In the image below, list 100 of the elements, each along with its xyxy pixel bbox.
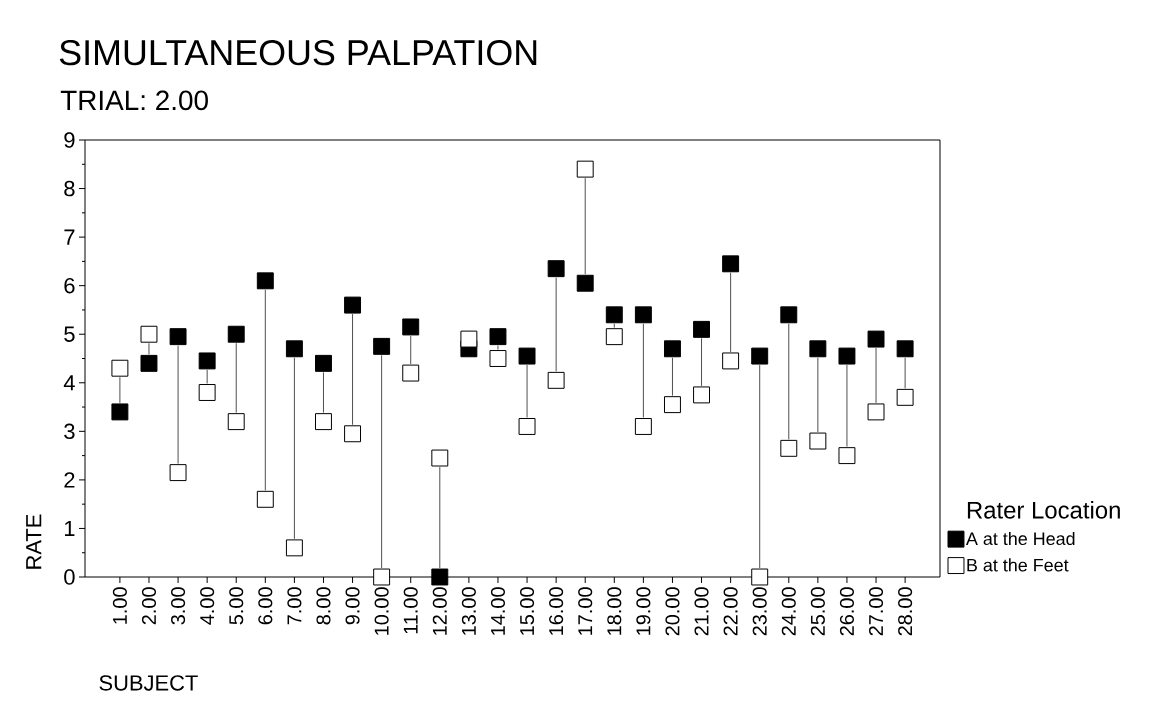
point xyxy=(751,568,769,586)
y-tick-label: 0 xyxy=(64,569,75,585)
point xyxy=(809,340,827,358)
point xyxy=(169,464,187,482)
x-tick-label: 11.00 xyxy=(403,587,418,634)
x-tick-label: 21.00 xyxy=(694,587,709,636)
point xyxy=(518,418,536,435)
chart-subtitle: TRIAL: 2.00 xyxy=(60,90,208,111)
y-tick-label: 6 xyxy=(64,277,75,294)
point xyxy=(634,306,652,324)
point xyxy=(256,490,274,508)
point xyxy=(198,352,216,370)
point xyxy=(867,403,885,421)
y-tick-label: 2 xyxy=(64,472,75,488)
point xyxy=(344,425,362,443)
point xyxy=(227,325,245,343)
point xyxy=(751,347,769,365)
y-tick-label: 8 xyxy=(64,180,75,197)
x-tick-label: 27.00 xyxy=(868,587,884,636)
point xyxy=(547,260,565,278)
point xyxy=(169,328,187,346)
x-tick-label: 15.00 xyxy=(520,587,535,635)
point xyxy=(896,340,914,358)
point xyxy=(605,328,623,346)
x-tick-label: 5.00 xyxy=(229,587,244,625)
point xyxy=(867,330,885,348)
point xyxy=(838,447,856,465)
point xyxy=(344,296,362,314)
x-tick-label: 13.00 xyxy=(461,587,476,635)
point xyxy=(373,337,391,355)
x-tick-label: 8.00 xyxy=(316,587,331,625)
point xyxy=(315,354,332,372)
y-tick-label: 9 xyxy=(64,132,75,148)
point xyxy=(722,255,740,273)
x-tick-label: 25.00 xyxy=(810,587,825,636)
x-tick-label: 9.00 xyxy=(345,587,360,625)
y-tick-label: 4 xyxy=(63,375,75,391)
point xyxy=(111,359,129,377)
point xyxy=(227,413,245,431)
x-tick-label: 10.00 xyxy=(374,587,389,635)
point xyxy=(285,539,303,557)
point xyxy=(809,432,827,450)
x-tick-label: 1.00 xyxy=(112,587,127,624)
x-tick-label: 12.00 xyxy=(432,587,447,635)
point xyxy=(896,388,914,406)
legend-title: Rater Location xyxy=(967,501,1120,519)
y-tick-label: 3 xyxy=(64,423,75,440)
point xyxy=(576,274,594,292)
point xyxy=(256,272,274,290)
y-axis-title: RATE xyxy=(26,514,42,569)
x-tick-label: 24.00 xyxy=(781,587,796,636)
point xyxy=(576,160,594,178)
x-tick-label: 23.00 xyxy=(752,587,767,636)
point xyxy=(780,306,798,324)
point xyxy=(605,306,623,324)
x-tick-label: 7.00 xyxy=(287,587,302,625)
x-tick-label: 16.00 xyxy=(549,587,564,635)
x-tick-label: 26.00 xyxy=(839,587,854,636)
y-tick-label: 1 xyxy=(64,520,75,536)
x-tick-label: 14.00 xyxy=(490,587,506,635)
point xyxy=(111,403,129,421)
x-tick-label: 18.00 xyxy=(607,587,622,635)
point xyxy=(285,340,303,358)
point xyxy=(634,418,652,435)
legend-label: A at the Head xyxy=(965,531,1075,546)
point xyxy=(140,354,158,372)
point xyxy=(518,347,536,365)
point xyxy=(402,318,420,336)
point xyxy=(431,568,449,586)
legend-label: B at the Feet xyxy=(967,558,1069,572)
point xyxy=(431,449,449,467)
x-tick-label: 28.00 xyxy=(898,587,913,636)
point xyxy=(663,340,681,358)
point xyxy=(489,350,507,367)
x-tick-label: 4.00 xyxy=(200,587,215,625)
point xyxy=(693,320,711,338)
point xyxy=(373,568,391,586)
point xyxy=(489,328,507,346)
x-tick-label: 6.00 xyxy=(258,587,273,625)
point xyxy=(402,364,420,382)
point xyxy=(693,386,711,404)
point xyxy=(198,384,216,401)
x-tick-label: 20.00 xyxy=(665,587,680,636)
chart-title: SIMULTANEOUS PALPATION xyxy=(59,39,537,66)
point xyxy=(838,347,856,365)
x-tick-label: 22.00 xyxy=(723,587,738,636)
point xyxy=(460,330,478,348)
point xyxy=(547,371,565,389)
x-tick-label: 2.00 xyxy=(141,587,157,625)
point xyxy=(315,413,332,431)
x-tick-label: 17.00 xyxy=(578,587,593,635)
y-tick-label: 7 xyxy=(64,229,75,245)
point xyxy=(780,439,798,457)
point xyxy=(140,325,158,343)
point xyxy=(722,352,740,370)
x-axis-title: SUBJECT xyxy=(99,675,198,691)
point xyxy=(663,396,681,414)
y-tick-label: 5 xyxy=(64,326,75,342)
x-tick-label: 3.00 xyxy=(171,587,186,625)
x-tick-label: 19.00 xyxy=(636,587,651,635)
